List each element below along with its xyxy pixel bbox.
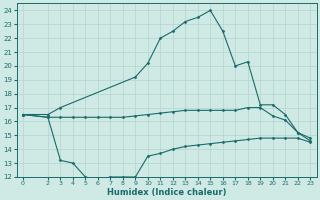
X-axis label: Humidex (Indice chaleur): Humidex (Indice chaleur)	[107, 188, 226, 197]
